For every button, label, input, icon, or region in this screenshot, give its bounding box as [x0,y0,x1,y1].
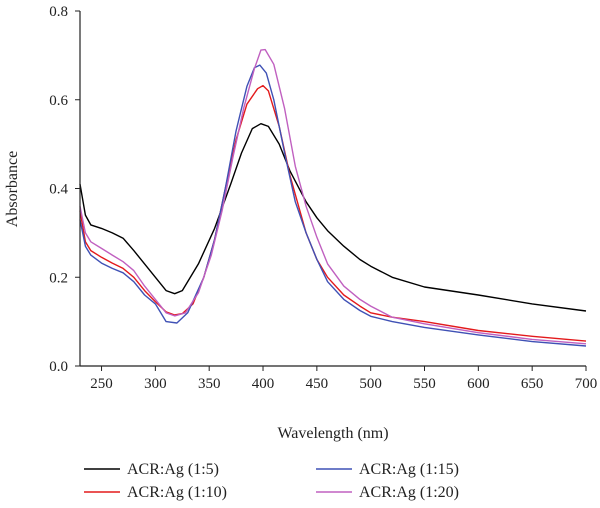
y-tick-label: 0.0 [49,359,68,375]
y-tick-label: 0.8 [49,4,68,20]
legend-label-2: ACR:Ag (1:10) [127,484,227,501]
x-tick-label: 550 [413,376,436,392]
legend: ACR:Ag (1:5) ACR:Ag (1:10) ACR:Ag (1:15) AC… [84,461,459,501]
x-tick-label: 650 [521,376,544,392]
y-tick-label: 0.4 [49,182,68,198]
x-tick-label: 350 [198,376,221,392]
legend-label-4: ACR:Ag (1:20) [359,484,459,501]
y-tick-label: 0.2 [49,270,68,286]
series-line-1 [79,123,587,312]
legend-label-3: ACR:Ag (1:15) [359,461,459,478]
x-tick-label: 450 [306,376,329,392]
x-tick-label: 700 [575,376,598,392]
x-tick-label: 300 [144,376,167,392]
series-line-3 [79,64,587,347]
x-tick-label: 500 [359,376,382,392]
series-layer [79,48,587,347]
y-tick-label: 0.6 [49,93,68,109]
x-axis-title: Wavelength (nm) [277,425,388,442]
x-tick-label: 250 [90,376,113,392]
series-line-4 [79,48,587,345]
axes-layer: 250 300 350 400 450 500 550 600 650 700 0.0 0.2 0.4 0… [49,4,597,392]
y-axis-title: Absorbance [4,151,21,227]
x-tick-label: 400 [252,376,275,392]
x-tick-label: 600 [467,376,490,392]
legend-label-1: ACR:Ag (1:5) [127,461,219,478]
series-line-2 [79,84,587,342]
